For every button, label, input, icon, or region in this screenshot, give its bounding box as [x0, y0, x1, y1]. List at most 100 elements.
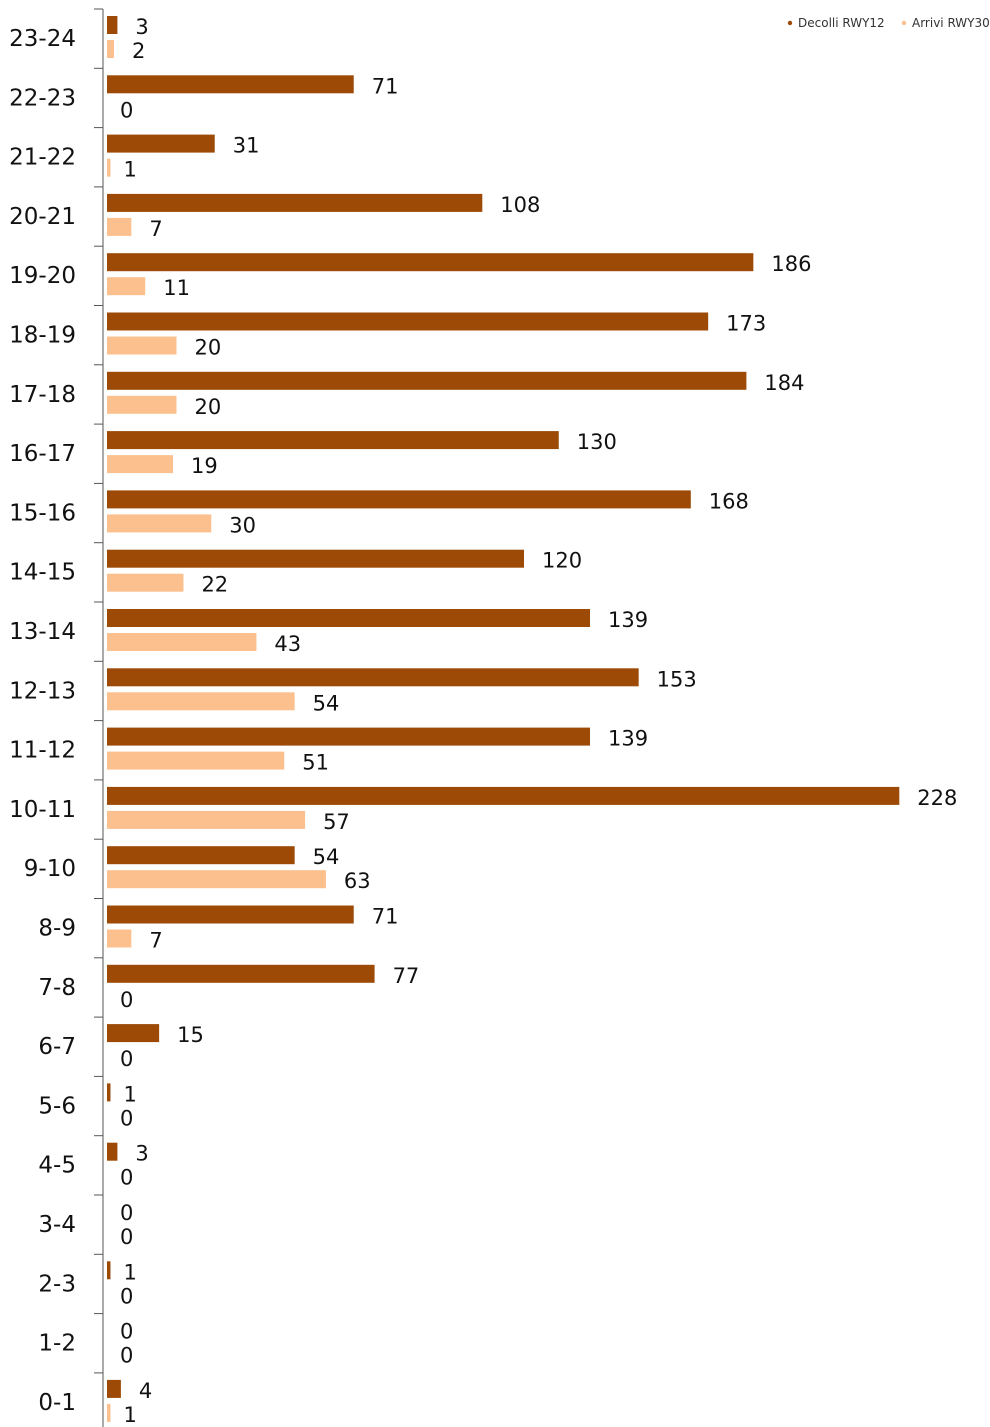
data-label: 30: [229, 513, 256, 537]
data-label: 7: [149, 929, 162, 953]
category-label: 21-22: [9, 145, 76, 171]
category-label: 2-3: [38, 1271, 76, 1297]
bar-arrivi: [107, 633, 257, 651]
data-label: 153: [657, 667, 697, 691]
category-label: 22-23: [9, 85, 76, 111]
bar-arrivi: [107, 573, 184, 592]
bar-arrivi: [107, 929, 132, 948]
data-label: 20: [195, 395, 222, 419]
data-label: 0: [120, 1344, 133, 1368]
data-label: 11: [163, 276, 190, 300]
legend-marker: [901, 20, 907, 26]
bar-decolli: [107, 1083, 111, 1102]
category-label: 3-4: [38, 1212, 76, 1238]
bar-arrivi: [107, 40, 114, 58]
category-label: 19-20: [9, 263, 76, 289]
data-label: 54: [313, 691, 340, 715]
legend: Decolli RWY12 Arrivi RWY30: [787, 16, 990, 30]
category-label: 20-21: [9, 204, 76, 230]
category-label: 23-24: [9, 26, 76, 52]
bar-decolli: [107, 312, 709, 331]
category-label: 10-11: [9, 797, 76, 823]
data-label: 0: [120, 1320, 133, 1344]
data-label: 0: [120, 98, 133, 122]
category-label: 16-17: [9, 441, 76, 467]
category-label: 18-19: [9, 323, 76, 349]
data-label: 43: [274, 632, 301, 656]
legend-label: Arrivi RWY30: [912, 16, 990, 30]
data-label: 0: [120, 1166, 133, 1190]
bar-decolli: [107, 431, 559, 450]
data-label: 54: [313, 845, 340, 869]
data-label: 1: [123, 1082, 136, 1106]
data-label: 15: [177, 1023, 204, 1047]
bar-decolli: [107, 846, 295, 865]
data-label: 184: [764, 371, 804, 395]
category-label: 8-9: [38, 916, 76, 942]
data-label: 0: [120, 1106, 133, 1130]
data-label: 71: [372, 905, 399, 929]
bar-arrivi: [107, 395, 177, 414]
data-label: 51: [302, 751, 329, 775]
data-label: 120: [542, 549, 582, 573]
y-axis: [94, 8, 104, 1427]
data-label: 2: [132, 39, 145, 63]
data-label: 22: [201, 573, 228, 597]
bar-arrivi: [107, 514, 212, 533]
category-label: 9-10: [24, 856, 76, 882]
bar-decolli: [107, 1142, 118, 1161]
data-label: 1: [123, 1403, 136, 1427]
data-label: 71: [372, 74, 399, 98]
data-label: 139: [608, 727, 648, 751]
bar-decolli: [107, 727, 591, 746]
bar-arrivi: [107, 810, 306, 829]
bar-decolli: [107, 786, 900, 805]
bar-decolli: [107, 1024, 160, 1043]
data-label: 31: [233, 134, 260, 158]
category-label: 14-15: [9, 560, 76, 586]
bar-decolli: [107, 668, 639, 687]
bar-decolli: [107, 193, 483, 212]
bar-decolli: [107, 905, 354, 924]
bar-arrivi: [107, 692, 295, 711]
bar-arrivi: [107, 158, 111, 177]
category-label: 12-13: [9, 678, 76, 704]
data-label: 0: [120, 1201, 133, 1225]
bar-decolli: [107, 609, 591, 627]
bar-arrivi: [107, 751, 285, 770]
category-label: 15-16: [9, 500, 76, 526]
data-label: 108: [500, 193, 540, 217]
data-label: 3: [135, 1142, 148, 1166]
bar-decolli: [107, 253, 754, 272]
data-label: 186: [771, 252, 811, 276]
bar-arrivi: [107, 277, 146, 296]
data-label: 173: [726, 312, 766, 336]
bar-decolli: [107, 490, 691, 509]
data-label: 63: [344, 869, 371, 893]
bar-arrivi: [107, 217, 132, 236]
category-label: 13-14: [9, 619, 76, 645]
bar-decolli: [107, 549, 524, 568]
category-label: 7-8: [38, 975, 76, 1001]
category-label: 17-18: [9, 382, 76, 408]
data-label: 57: [323, 810, 350, 834]
bar-arrivi: [107, 870, 326, 889]
data-label: 4: [139, 1379, 152, 1403]
bar-arrivi: [107, 1403, 111, 1422]
category-label: 11-12: [9, 738, 76, 764]
bar-arrivi: [107, 455, 174, 474]
bars-layer: [107, 16, 900, 1422]
data-label: 7: [149, 217, 162, 241]
bar-decolli: [107, 16, 118, 34]
data-label: 77: [393, 964, 420, 988]
data-label: 168: [709, 489, 749, 513]
category-label: 6-7: [38, 1034, 76, 1060]
bar-decolli: [107, 1261, 111, 1280]
data-label: 20: [195, 336, 222, 360]
data-label: 0: [120, 1225, 133, 1249]
data-label: 1: [123, 158, 136, 182]
bar-decolli: [107, 134, 215, 153]
data-label: 0: [120, 1047, 133, 1071]
data-label: 0: [120, 988, 133, 1012]
